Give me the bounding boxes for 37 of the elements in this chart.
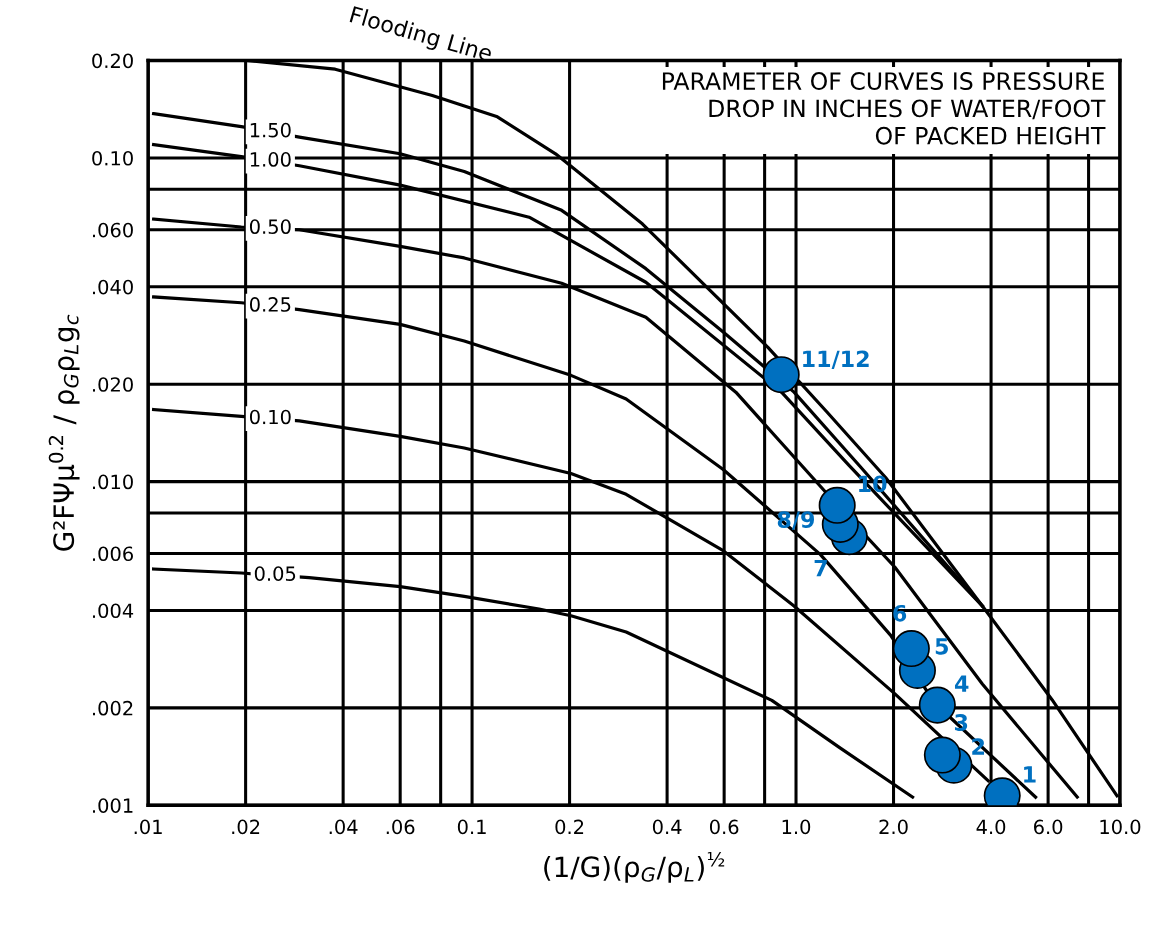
x-tick-label: 0.6 — [709, 819, 739, 835]
x-tick-label: 1.0 — [782, 819, 811, 835]
series-label: 0.10 — [249, 409, 291, 425]
x-tick-label: .01 — [134, 819, 162, 835]
x-tick-label: 6.0 — [1034, 819, 1063, 835]
series-label: 1.00 — [250, 152, 291, 167]
series-label: 1.50 — [250, 122, 291, 138]
annotation: 4 — [954, 675, 969, 692]
x-tick-label: 0.4 — [652, 819, 682, 835]
annotation: 7 — [814, 559, 827, 577]
x-axis-title: (1/G)(ρ$_{G}$/ρ$_{L}$)$^{½}$ — [544, 851, 725, 883]
y-tick-label: .010 — [92, 474, 133, 490]
x-tick-label: 10.0 — [1100, 819, 1141, 835]
x-tick-label: 0.1 — [457, 819, 486, 835]
y-tick-label: .006 — [92, 546, 133, 562]
y-tick-label: .002 — [92, 700, 133, 716]
y-tick-label: 0.20 — [92, 53, 133, 69]
annotation: 11/12 — [803, 350, 869, 369]
annotation: 1 — [1024, 766, 1036, 783]
x-tick-label: 4.0 — [976, 819, 1006, 835]
series-label: 0.25 — [249, 297, 291, 312]
series-label: 0.05 — [254, 566, 296, 581]
annotation: 5 — [935, 638, 948, 655]
y-tick-label: .004 — [92, 603, 134, 619]
y-axis-title: G²FΨμ$^{0.2}$ / ρ$_{G}$ρ$_{L}$g$_{c}$ — [48, 314, 80, 551]
y-tick-label: .020 — [92, 377, 133, 392]
x-tick-label: .02 — [232, 819, 260, 835]
annotation: PARAMETER OF CURVES IS PRESSURE DROP IN INCHES OF WATER/FOOT OF PACKED HEIGHT — [662, 72, 1106, 145]
series-label: 0.50 — [249, 219, 291, 235]
y-tick-label: .060 — [92, 222, 133, 238]
x-tick-label: .06 — [386, 819, 415, 835]
x-tick-label: 2.0 — [879, 819, 908, 835]
y-tick-label: 0.10 — [92, 150, 133, 166]
y-tick-label: .001 — [92, 798, 133, 813]
y-tick-label: .040 — [92, 279, 133, 295]
x-tick-label: .04 — [329, 819, 358, 835]
x-tick-label: 0.2 — [555, 819, 584, 835]
